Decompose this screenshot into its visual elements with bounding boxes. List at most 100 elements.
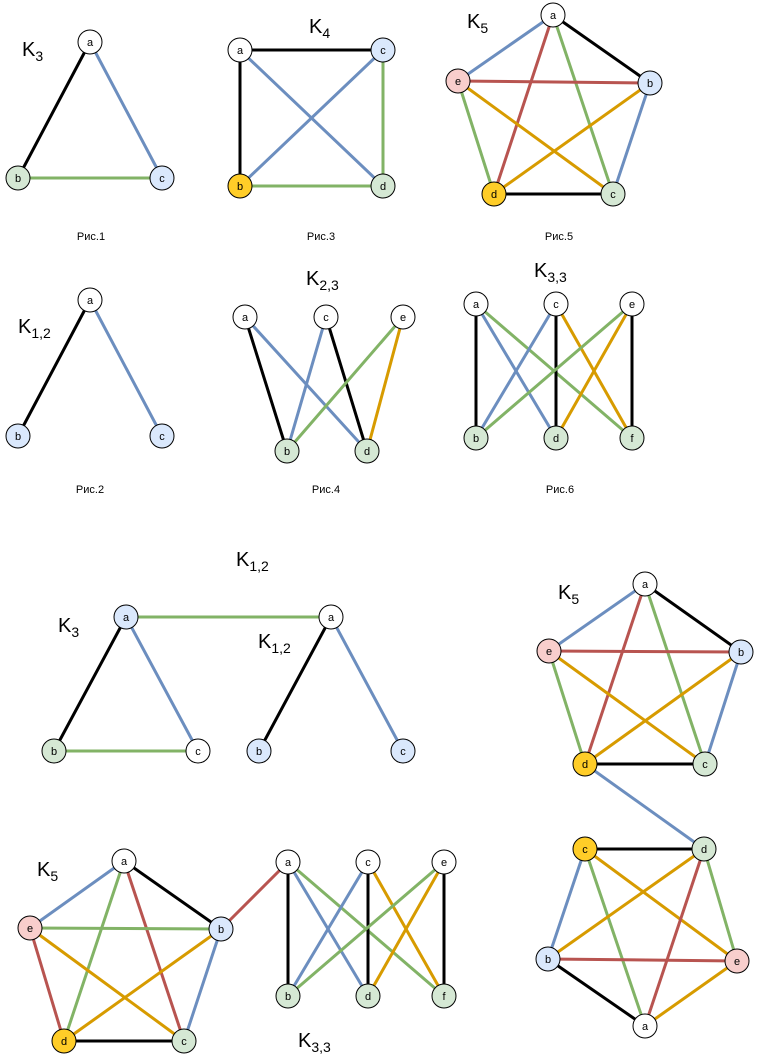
node-label: d [582, 759, 588, 771]
node-circle [355, 983, 381, 1009]
node-k12-fig2-c: c [149, 423, 175, 449]
node-circle [637, 70, 663, 96]
edge-k5-left-bottom-e-a [28, 859, 126, 930]
edge-k5-fig5-a-b [551, 13, 652, 85]
edge-k23-fig4-e-b [285, 315, 405, 453]
edge-k5-left-bottom-b-c [182, 927, 223, 1043]
edge-k5-right-top-a-c [643, 582, 707, 766]
node-k5-right-bottom-d: d [691, 836, 717, 862]
title-k12-bottom-top: K1,2 [236, 549, 269, 574]
node-circle [41, 738, 67, 764]
node-circle [185, 738, 211, 764]
node-circle [171, 1028, 197, 1054]
node-k33-bottom-c: c [355, 849, 381, 875]
edge-k5-right-top-b-d [583, 650, 743, 766]
node-k12-bottom-b: b [246, 738, 272, 764]
node-circle [724, 948, 750, 974]
node-k33-bottom-b: b [275, 983, 301, 1009]
node-label: b [738, 647, 744, 659]
node-circle [390, 304, 416, 330]
node-label: a [242, 312, 249, 324]
node-label: a [550, 10, 557, 22]
node-circle [543, 291, 569, 317]
edge-k5-right-bottom-c-e [583, 847, 739, 963]
node-label: f [442, 991, 446, 1003]
node-circle [149, 165, 175, 191]
node-circle [51, 1028, 77, 1054]
node-label: d [364, 446, 370, 458]
node-circle [113, 604, 139, 630]
node-label: c [553, 299, 559, 311]
node-circle [370, 37, 396, 63]
node-circle [17, 915, 43, 941]
edge-k5-right-top-a-d [583, 582, 647, 766]
edge-k5-left-bottom-e-b [28, 926, 223, 931]
edge-k23-fig4-e-d [365, 315, 405, 453]
node-k5-fig5-e: e [445, 68, 471, 94]
node-label: a [642, 1021, 649, 1033]
node-label: a [642, 579, 649, 591]
node-label: b [256, 746, 262, 758]
node-label: a [237, 45, 244, 57]
node-k23-fig4-d: d [354, 438, 380, 464]
edge-k23-fig4-a-b [243, 315, 289, 453]
node-circle [445, 68, 471, 94]
node-label: b [473, 433, 479, 445]
node-label: a [123, 612, 130, 624]
node-label: d [701, 844, 707, 856]
node-k12-fig2-b: b [5, 423, 31, 449]
node-k23-fig4-a: a [232, 304, 258, 330]
node-label: a [121, 856, 128, 868]
title-k12-bottom: K1,2 [258, 631, 291, 656]
caption-fig2: Рис.2 [76, 484, 104, 496]
edge-k5-fig5-e-c [456, 79, 615, 196]
edge-k12-bottom-a-b [257, 615, 333, 753]
node-circle [227, 37, 253, 63]
node-label: b [15, 431, 21, 443]
node-k3-fig1-a: a [77, 29, 103, 55]
node-label: d [553, 433, 559, 445]
node-label: b [285, 991, 291, 1003]
node-k33-fig6-e: e [619, 291, 645, 317]
edge-k33-bottom-e-b [286, 860, 446, 998]
node-k5-right-bottom-e: e [724, 948, 750, 974]
node-circle [572, 751, 598, 777]
node-label: b [218, 924, 224, 936]
node-k33-fig6-d: d [543, 425, 569, 451]
node-circle [540, 2, 566, 28]
title-k33-bottom: K3,3 [298, 1030, 331, 1055]
edge-k5-right-bottom-b-e [546, 957, 739, 963]
node-k5-right-top-a: a [632, 571, 658, 597]
node-label: b [284, 446, 290, 458]
node-circle [149, 423, 175, 449]
node-label: a [473, 299, 480, 311]
edge-k5-fig5-b-c [611, 81, 652, 196]
node-k5-right-bottom-a: a [632, 1013, 658, 1039]
node-k5-left-bottom-e: e [17, 915, 43, 941]
edge-k4-fig3-c-b [238, 48, 385, 188]
node-circle [692, 751, 718, 777]
node-circle [536, 638, 562, 664]
node-k33-fig6-c: c [543, 291, 569, 317]
edge-k5-right-top-e-c [547, 649, 707, 766]
node-circle [632, 571, 658, 597]
node-k5-left-bottom-d: d [51, 1028, 77, 1054]
node-label: c [380, 45, 386, 57]
node-k33-bottom-a: a [275, 849, 301, 875]
node-circle [370, 173, 396, 199]
node-k23-fig4-b: b [274, 438, 300, 464]
node-circle [632, 1013, 658, 1039]
node-k4-fig3-a: a [227, 37, 253, 63]
node-circle [728, 639, 754, 665]
node-label: b [545, 954, 551, 966]
node-k23-fig4-c: c [313, 304, 339, 330]
node-k5-right-top-e: e [536, 638, 562, 664]
node-label: c [159, 431, 165, 443]
node-circle [313, 304, 339, 330]
node-label: e [546, 646, 552, 658]
edge-k5-left-bottom-a-b [122, 859, 223, 931]
node-circle [535, 946, 561, 972]
node-k5-right-top-b: b [728, 639, 754, 665]
node-k3-fig1-c: c [149, 165, 175, 191]
edge-k5-fig5-a-c [551, 13, 615, 196]
